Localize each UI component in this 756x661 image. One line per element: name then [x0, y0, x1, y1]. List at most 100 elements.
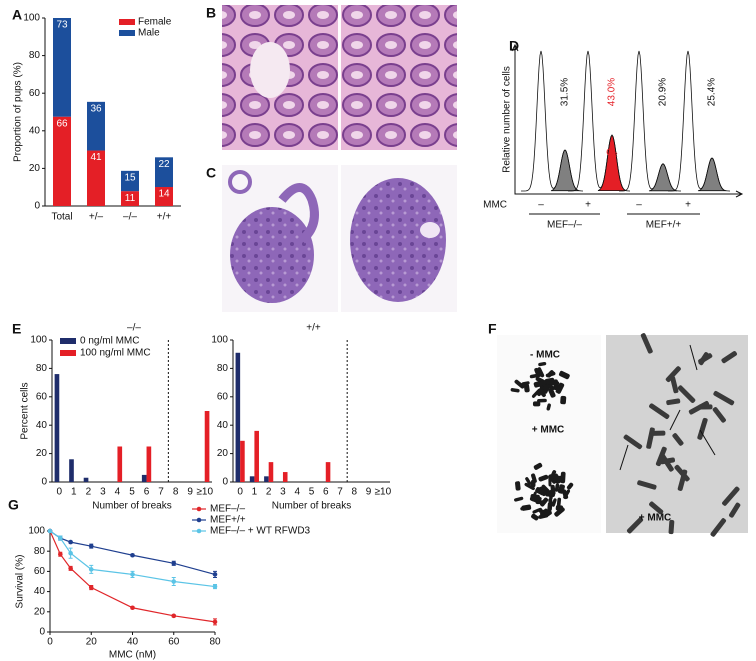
x-tick-label: 9	[366, 487, 372, 498]
chromosome	[538, 474, 549, 482]
chromosome	[672, 433, 684, 446]
axes	[514, 45, 742, 195]
count-label: 73	[56, 20, 68, 31]
point	[88, 543, 94, 549]
y-tick-label: 20	[36, 448, 48, 459]
point	[68, 566, 73, 571]
legend-label: 100 ng/ml MMC	[80, 348, 151, 359]
legend-label: Female	[138, 17, 172, 28]
histogram-outline	[668, 50, 730, 192]
legend-swatch	[60, 350, 76, 356]
chromosome	[566, 482, 574, 490]
point	[130, 572, 135, 577]
chromosome	[555, 382, 565, 394]
series-line	[49, 530, 216, 588]
histogram-outline	[619, 50, 681, 192]
y-tick-label: 40	[34, 586, 46, 597]
chromosome	[531, 473, 537, 483]
x-tick-label: 4	[115, 487, 121, 498]
chromosome	[540, 497, 549, 507]
chromosome	[541, 381, 551, 394]
chromosome	[558, 370, 570, 380]
x-tick-label: 20	[86, 637, 98, 648]
count-label: 41	[90, 152, 102, 163]
panel-label: E	[12, 321, 21, 337]
bar-segment	[53, 18, 71, 117]
chromosome	[537, 385, 544, 397]
point	[171, 579, 177, 584]
x-tick-label: 7	[337, 487, 343, 498]
y-tick-label: 20	[29, 163, 41, 174]
point	[130, 605, 135, 611]
panel-b-images	[222, 5, 457, 150]
chromosome	[524, 482, 535, 491]
x-axis-label: Number of breaks	[272, 501, 351, 512]
point	[58, 535, 63, 541]
treatment-label: –	[538, 200, 544, 211]
chromosome	[554, 483, 560, 492]
bar	[325, 462, 331, 482]
y-axis-label: Percent cells	[20, 382, 31, 439]
chromosome	[626, 517, 644, 534]
x-tick-label: ≥10	[196, 487, 213, 498]
chromosome	[538, 362, 547, 367]
legend-marker	[196, 506, 202, 512]
count-label: 15	[124, 172, 136, 183]
legend-marker	[196, 517, 202, 523]
point	[88, 585, 94, 590]
x-tick-label: 3	[100, 487, 106, 498]
point	[47, 528, 53, 534]
chromosome	[637, 480, 657, 490]
chromosome	[710, 518, 727, 537]
chromosome	[514, 379, 525, 389]
chromosome	[532, 401, 541, 407]
chromosome	[515, 481, 521, 491]
image-label: + MMC	[532, 425, 565, 436]
x-tick-label: 80	[209, 637, 221, 648]
chromosome	[530, 494, 540, 501]
chromosome	[546, 370, 554, 378]
point	[130, 552, 135, 558]
x-tick-label: 4	[294, 487, 300, 498]
y-tick-label: 100	[28, 526, 45, 537]
x-tick-label: 6	[323, 487, 329, 498]
legend-swatch	[60, 338, 76, 344]
chromosome	[665, 366, 681, 383]
point	[171, 613, 177, 619]
legend-label: MEF–/– + WT RFWD3	[210, 526, 311, 537]
chromosome	[554, 507, 565, 517]
chromosome	[674, 464, 690, 482]
y-axis-label: Relative number of cells	[502, 66, 513, 173]
chromosome	[531, 479, 536, 488]
x-tick-label: 40	[127, 637, 139, 648]
y-tick-label: 0	[39, 627, 45, 638]
y-tick-label: 20	[34, 606, 46, 617]
y-tick-label: 80	[29, 50, 41, 61]
chromosome	[722, 486, 740, 506]
chromosome	[537, 367, 545, 378]
chromosome	[666, 398, 681, 406]
bar	[141, 474, 147, 482]
y-tick-label: 80	[34, 546, 46, 557]
chart-title: +/+	[306, 323, 321, 334]
x-tick-label: +/–	[89, 212, 104, 223]
x-tick-label: Total	[51, 212, 72, 223]
x-tick-label: 5	[309, 487, 315, 498]
count-label: 66	[56, 118, 68, 129]
chromosome	[660, 454, 674, 472]
point	[58, 551, 63, 557]
chromosome	[543, 508, 551, 517]
chromosome	[713, 390, 735, 406]
chromosome	[537, 398, 547, 403]
arrow	[689, 344, 698, 371]
point	[171, 561, 177, 566]
bar	[54, 374, 60, 482]
g2-peak	[597, 134, 627, 191]
chromosome	[688, 401, 710, 415]
bar	[69, 459, 74, 482]
y-tick-label: 0	[222, 477, 228, 488]
bar	[240, 440, 245, 482]
bar	[146, 446, 152, 482]
x-tick-label: –/–	[123, 212, 137, 223]
